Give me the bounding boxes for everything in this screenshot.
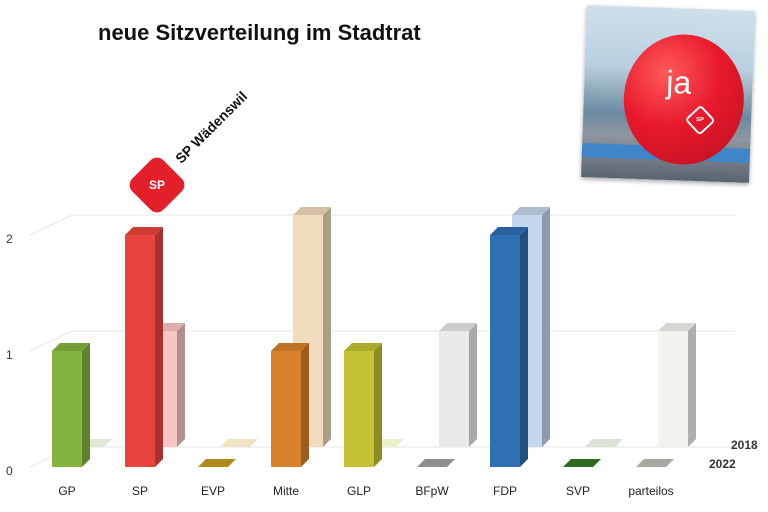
y-axis-ticks: 0 1 2 bbox=[6, 232, 13, 478]
bar-2018-svp bbox=[585, 439, 623, 447]
bar-2018-parteilos-top bbox=[658, 323, 696, 331]
bar-2022-bfpw bbox=[417, 459, 455, 467]
y-tick-label: 0 bbox=[6, 464, 13, 478]
series-2018-bars bbox=[74, 207, 696, 447]
bar-2022-glp-side bbox=[374, 343, 382, 467]
bar-2022-fdp-side bbox=[520, 227, 528, 467]
x-tick-label: GP bbox=[58, 484, 75, 498]
x-tick-label: BFpW bbox=[415, 484, 449, 498]
bar-2022-sp-side bbox=[155, 227, 163, 467]
balloon-photo: ja SP bbox=[581, 5, 755, 183]
bar-2022-mitte-side bbox=[301, 343, 309, 467]
sp-logo: SP bbox=[125, 153, 189, 217]
legend-2022: 2022 bbox=[709, 457, 736, 471]
bar-2022-glp-top bbox=[344, 343, 382, 351]
bar-2018-mitte-side bbox=[323, 207, 331, 447]
gridline-depth bbox=[29, 330, 73, 352]
bar-2022-glp bbox=[344, 351, 374, 467]
bar-2018-evp bbox=[220, 439, 258, 447]
bar-2022-gp-top bbox=[52, 343, 90, 351]
series-2022-bars bbox=[52, 227, 674, 467]
bar-2018-bfpw-side bbox=[469, 323, 477, 447]
x-tick-label: SVP bbox=[566, 484, 590, 498]
x-tick-label: FDP bbox=[493, 484, 517, 498]
bar-2018-parteilos-side bbox=[688, 323, 696, 447]
bar-2022-fdp bbox=[490, 235, 520, 467]
bar-2022-mitte-top bbox=[271, 343, 309, 351]
bar-2022-sp-top bbox=[125, 227, 163, 235]
bar-2022-gp-side bbox=[82, 343, 90, 467]
bar-2018-parteilos bbox=[658, 331, 688, 447]
bar-2022-parteilos bbox=[636, 459, 674, 467]
x-tick-label: parteilos bbox=[628, 484, 673, 498]
gridline-depth bbox=[29, 214, 73, 236]
bar-2022-fdp-top bbox=[490, 227, 528, 235]
legend-2018: 2018 bbox=[731, 438, 758, 452]
bar-2018-fdp-side bbox=[542, 207, 550, 447]
balloon-text: ja bbox=[665, 63, 692, 101]
x-tick-label: EVP bbox=[201, 484, 225, 498]
x-tick-label: Mitte bbox=[273, 484, 299, 498]
sp-logo-text: SP bbox=[148, 178, 165, 192]
bar-2018-sp-side bbox=[177, 323, 185, 447]
bar-2022-mitte bbox=[271, 351, 301, 467]
x-tick-label: GLP bbox=[347, 484, 371, 498]
bar-2022-sp bbox=[125, 235, 155, 467]
bar-2018-bfpw bbox=[439, 331, 469, 447]
x-axis-labels: GP SP EVP Mitte GLP BFpW FDP SVP parteilos bbox=[58, 484, 673, 498]
y-tick-label: 2 bbox=[6, 232, 13, 246]
chart-title: neue Sitzverteilung im Stadtrat bbox=[98, 20, 421, 45]
legend: 2018 2022 bbox=[709, 438, 758, 471]
bar-2022-svp bbox=[563, 459, 601, 467]
bar-2022-gp bbox=[52, 351, 82, 467]
bar-2018-mitte-top bbox=[293, 207, 331, 215]
bar-2018-bfpw-top bbox=[439, 323, 477, 331]
x-tick-label: SP bbox=[132, 484, 148, 498]
y-tick-label: 1 bbox=[6, 348, 13, 362]
bar-2018-fdp-top bbox=[512, 207, 550, 215]
bar-2022-evp bbox=[198, 459, 236, 467]
